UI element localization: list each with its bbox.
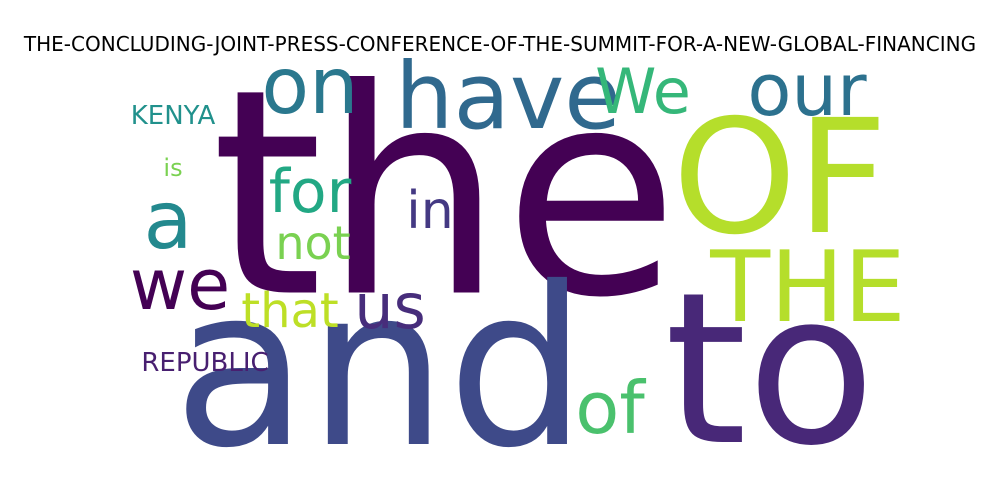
word-the: the (211, 28, 679, 361)
word-have: have (395, 43, 621, 150)
word-of: of (575, 366, 645, 450)
word-we: we (129, 244, 231, 326)
word-for: for (268, 157, 352, 227)
word-OF: OF (672, 86, 888, 270)
word-We: We (595, 55, 691, 128)
word-not: not (275, 216, 351, 270)
word-KENYA: KENYA (130, 101, 216, 131)
word-that: that (241, 283, 339, 339)
word-THE: THE (710, 231, 906, 345)
word-a: a (143, 174, 193, 267)
word-is: is (163, 154, 183, 182)
word-to: to (664, 247, 876, 492)
word-in: in (406, 181, 454, 241)
word-us: us (354, 270, 426, 343)
word-REPUBLIC: REPUBLIC (141, 348, 269, 378)
word-on: on (261, 42, 359, 132)
page-title: THE-CONCLUDING-JOINT-PRESS-CONFERENCE-OF… (23, 32, 977, 56)
word-and: and (173, 240, 587, 496)
word-our: our (747, 48, 867, 132)
